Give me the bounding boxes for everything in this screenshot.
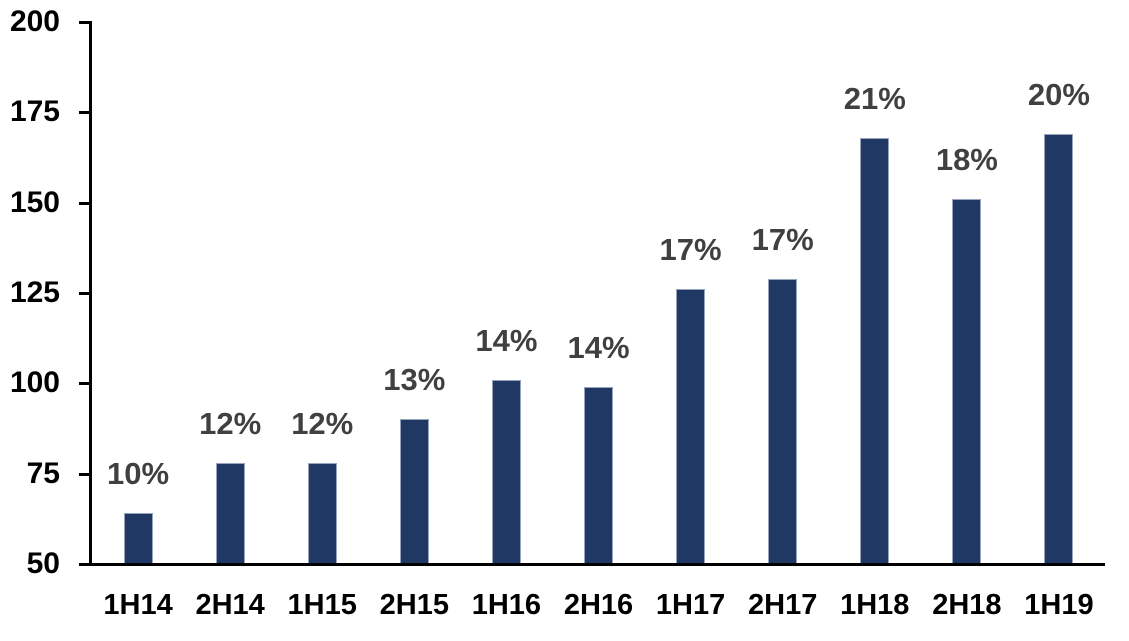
bar-value-label: 17% xyxy=(751,221,814,257)
x-category-label: 1H19 xyxy=(1024,589,1094,621)
bar-value-label: 13% xyxy=(383,362,446,398)
bar-1H17 xyxy=(676,289,706,566)
y-tick-label: 125 xyxy=(9,276,60,309)
bar-value-label: 12% xyxy=(199,405,262,441)
y-tick-mark xyxy=(79,292,92,295)
x-category-label: 2H17 xyxy=(748,589,818,621)
y-tick-label: 75 xyxy=(26,456,60,490)
x-category-label: 1H16 xyxy=(471,589,542,621)
x-category-label: 1H15 xyxy=(287,589,357,621)
bar-value-label: 10% xyxy=(107,456,170,492)
y-tick-label: 200 xyxy=(9,5,60,38)
bar-2H15 xyxy=(399,419,429,566)
x-category-label: 2H15 xyxy=(379,589,449,621)
y-tick-label: 100 xyxy=(9,366,60,400)
x-category-label: 2H16 xyxy=(563,589,634,621)
bar-1H16 xyxy=(491,379,521,566)
bar-1H15 xyxy=(307,462,337,566)
bar-value-label: 14% xyxy=(567,329,630,365)
y-tick-mark xyxy=(79,563,92,566)
bar-value-label: 21% xyxy=(843,80,906,116)
bar-2H18 xyxy=(952,199,982,566)
bar-value-label: 18% xyxy=(935,142,998,178)
x-category-label: 2H18 xyxy=(932,589,1002,621)
y-tick-mark xyxy=(79,21,92,24)
bar-value-label: 12% xyxy=(291,405,354,441)
x-category-label: 2H14 xyxy=(195,589,265,621)
bar-1H18 xyxy=(860,137,890,566)
x-category-label: 1H17 xyxy=(655,589,726,621)
y-tick-mark xyxy=(79,472,92,476)
y-tick-mark xyxy=(79,201,92,205)
y-tick-mark xyxy=(79,111,92,115)
y-tick-label: 50 xyxy=(26,547,60,580)
bar-2H17 xyxy=(768,278,798,566)
bar-value-label: 17% xyxy=(659,232,722,268)
bar-2H16 xyxy=(584,386,613,566)
bar-value-label: 20% xyxy=(1027,77,1090,112)
x-category-label: 1H18 xyxy=(840,589,910,621)
bar-2H14 xyxy=(215,462,245,566)
y-tick-label: 150 xyxy=(9,185,60,219)
bar-1H14 xyxy=(123,513,153,566)
bar-value-label: 14% xyxy=(475,322,538,358)
x-axis-line xyxy=(79,563,1105,566)
y-tick-mark xyxy=(79,382,92,386)
x-category-label: 1H14 xyxy=(103,589,173,621)
bar-1H19 xyxy=(1044,134,1074,566)
y-tick-label: 175 xyxy=(9,95,60,129)
